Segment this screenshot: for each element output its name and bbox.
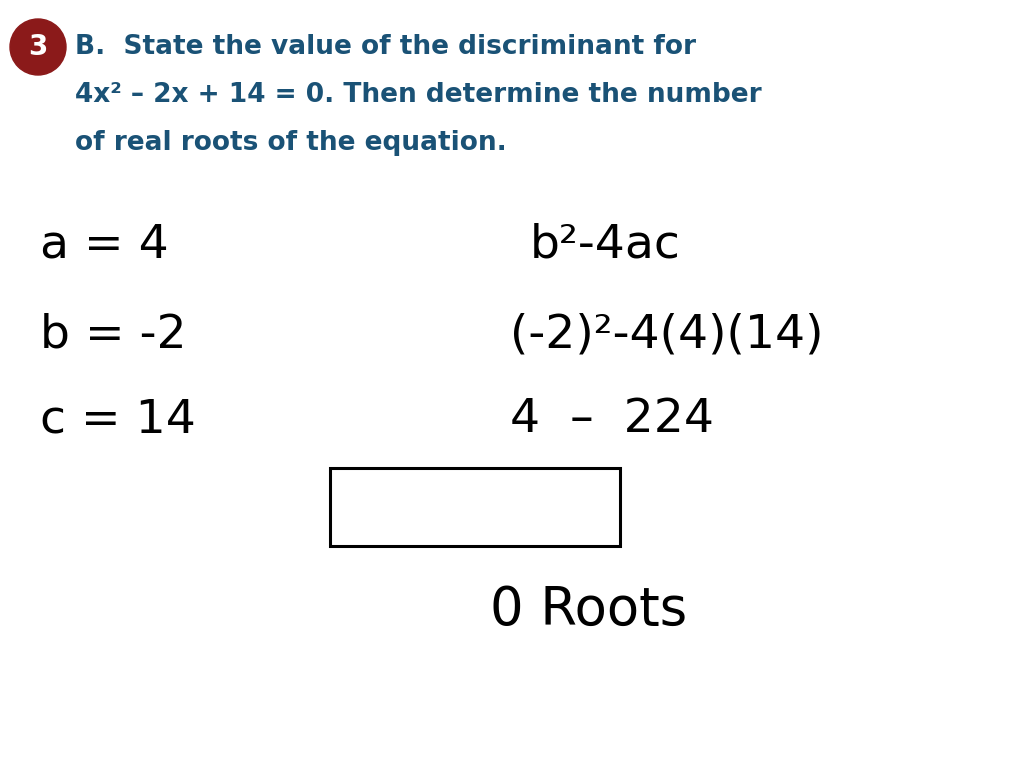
Text: B.  State the value of the discriminant for: B. State the value of the discriminant f… [75,34,696,60]
Text: c = 14: c = 14 [40,398,196,442]
Text: -220: -220 [490,482,609,534]
Text: 4  –  224: 4 – 224 [510,398,714,442]
Text: 3: 3 [29,33,48,61]
Text: a = 4: a = 4 [40,223,169,267]
Bar [330,468,620,546]
Text: b = -2: b = -2 [40,313,186,357]
Text: b²-4ac: b²-4ac [530,223,681,267]
Circle shape [10,19,66,75]
Text: (-2)²-4(4)(14): (-2)²-4(4)(14) [510,313,823,357]
Text: 4x² – 2x + 14 = 0. Then determine the number: 4x² – 2x + 14 = 0. Then determine the nu… [75,82,762,108]
Text: 0 Roots: 0 Roots [490,584,687,636]
Text: of real roots of the equation.: of real roots of the equation. [75,130,507,156]
